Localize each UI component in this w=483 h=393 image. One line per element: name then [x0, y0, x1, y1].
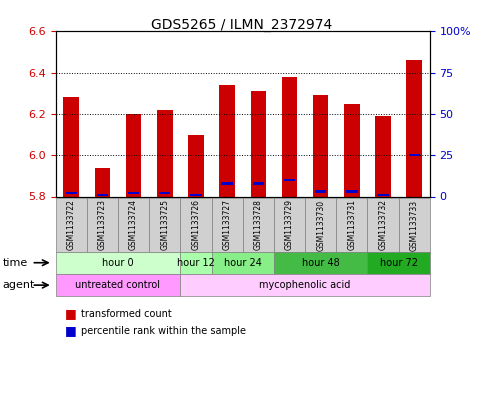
Bar [190, 194, 201, 196]
Text: mycophenolic acid: mycophenolic acid [259, 280, 351, 290]
Text: GSM1133722: GSM1133722 [67, 200, 76, 250]
Bar [63, 97, 79, 196]
Bar [159, 192, 170, 195]
Text: transformed count: transformed count [81, 309, 171, 319]
Bar [97, 194, 108, 196]
Bar [284, 179, 295, 181]
Bar [377, 194, 389, 196]
Text: GSM1133732: GSM1133732 [379, 200, 387, 250]
Text: hour 48: hour 48 [302, 258, 340, 268]
Text: hour 72: hour 72 [380, 258, 418, 268]
Bar [409, 154, 420, 156]
Text: GSM1133728: GSM1133728 [254, 200, 263, 250]
Bar [219, 85, 235, 196]
Text: agent: agent [2, 280, 35, 290]
Bar [346, 190, 357, 193]
Bar [126, 114, 142, 196]
Text: ■: ■ [65, 324, 77, 338]
Text: untreated control: untreated control [75, 280, 160, 290]
Text: GSM1133731: GSM1133731 [347, 200, 356, 250]
Text: GSM1133727: GSM1133727 [223, 200, 232, 250]
Bar [282, 77, 298, 196]
Bar [128, 192, 139, 195]
Text: GSM1133723: GSM1133723 [98, 200, 107, 250]
Bar [253, 182, 264, 185]
Bar [313, 95, 328, 196]
Text: GSM1133729: GSM1133729 [285, 200, 294, 250]
Text: ■: ■ [65, 307, 77, 321]
Text: hour 24: hour 24 [224, 258, 262, 268]
Text: GSM1133730: GSM1133730 [316, 199, 325, 251]
Bar [407, 60, 422, 196]
Bar [95, 167, 110, 196]
Bar [188, 135, 204, 196]
Bar [157, 110, 172, 196]
Text: hour 12: hour 12 [177, 258, 215, 268]
Bar [375, 116, 391, 196]
Text: GSM1133733: GSM1133733 [410, 199, 419, 251]
Text: hour 0: hour 0 [102, 258, 134, 268]
Bar [251, 91, 266, 196]
Bar [315, 190, 327, 193]
Bar [344, 104, 360, 196]
Text: time: time [2, 258, 28, 268]
Text: GSM1133725: GSM1133725 [160, 200, 169, 250]
Text: GDS5265 / ILMN_2372974: GDS5265 / ILMN_2372974 [151, 18, 332, 32]
Bar [222, 182, 233, 185]
Text: percentile rank within the sample: percentile rank within the sample [81, 326, 246, 336]
Text: GSM1133726: GSM1133726 [191, 200, 200, 250]
Bar [66, 192, 77, 195]
Text: GSM1133724: GSM1133724 [129, 200, 138, 250]
